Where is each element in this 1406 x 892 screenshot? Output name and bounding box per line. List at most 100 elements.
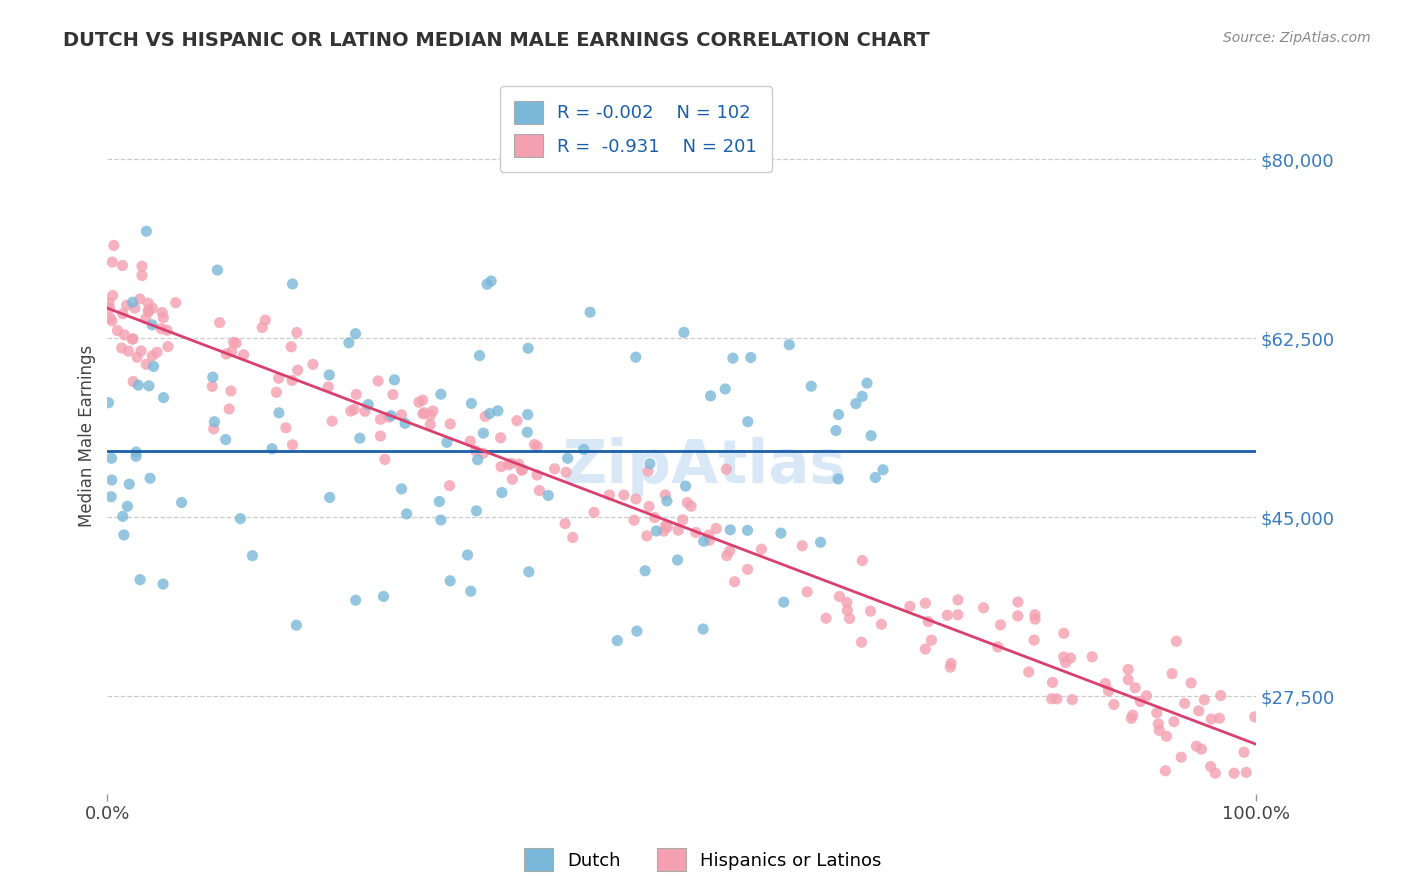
Point: [851, 389, 873, 403]
Point: [156, 340, 179, 354]
Point: [825, 424, 848, 438]
Point: [156, 323, 179, 337]
Point: [439, 574, 461, 588]
Point: [141, 349, 163, 363]
Point: [1022, 633, 1045, 648]
Point: [645, 524, 668, 538]
Point: [117, 344, 139, 359]
Point: [1147, 723, 1170, 738]
Point: [242, 549, 264, 563]
Point: [692, 622, 714, 636]
Point: [395, 507, 418, 521]
Point: [666, 553, 689, 567]
Point: [111, 509, 134, 524]
Point: [340, 404, 363, 418]
Point: [252, 320, 274, 334]
Point: [201, 370, 224, 384]
Point: [391, 408, 413, 422]
Point: [623, 513, 645, 527]
Point: [1234, 765, 1257, 780]
Point: [378, 410, 401, 425]
Point: [267, 406, 290, 420]
Point: [281, 277, 304, 291]
Point: [737, 415, 759, 429]
Point: [117, 500, 139, 514]
Point: [624, 350, 647, 364]
Point: [598, 488, 620, 502]
Point: [740, 351, 762, 365]
Point: [138, 379, 160, 393]
Point: [699, 533, 721, 548]
Point: [815, 611, 838, 625]
Point: [1209, 689, 1232, 703]
Point: [508, 457, 530, 471]
Point: [384, 373, 406, 387]
Point: [517, 565, 540, 579]
Point: [914, 596, 936, 610]
Point: [1123, 681, 1146, 695]
Point: [430, 513, 453, 527]
Point: [100, 473, 122, 487]
Point: [529, 483, 551, 498]
Point: [685, 525, 707, 540]
Point: [990, 618, 1012, 632]
Point: [111, 259, 134, 273]
Point: [373, 590, 395, 604]
Point: [637, 464, 659, 478]
Point: [302, 357, 325, 371]
Point: [97, 395, 120, 409]
Point: [115, 298, 138, 312]
Point: [232, 348, 254, 362]
Point: [430, 387, 453, 401]
Point: [318, 368, 340, 382]
Point: [718, 523, 741, 537]
Point: [666, 523, 689, 537]
Point: [202, 422, 225, 436]
Point: [254, 313, 277, 327]
Point: [1042, 675, 1064, 690]
Point: [128, 292, 150, 306]
Point: [127, 378, 149, 392]
Point: [100, 451, 122, 466]
Point: [1094, 676, 1116, 690]
Point: [1201, 712, 1223, 726]
Point: [1204, 766, 1226, 780]
Point: [125, 351, 148, 365]
Point: [122, 375, 145, 389]
Point: [467, 452, 489, 467]
Point: [939, 657, 962, 671]
Point: [111, 341, 134, 355]
Point: [837, 603, 859, 617]
Point: [554, 516, 576, 531]
Point: [367, 374, 389, 388]
Point: [135, 224, 157, 238]
Point: [860, 428, 883, 442]
Point: [344, 387, 367, 401]
Point: [537, 488, 560, 502]
Point: [101, 288, 124, 302]
Point: [557, 451, 579, 466]
Point: [280, 340, 302, 354]
Point: [516, 425, 538, 440]
Point: [501, 472, 523, 486]
Point: [626, 624, 648, 639]
Point: [1053, 626, 1076, 640]
Point: [138, 304, 160, 318]
Point: [526, 467, 548, 482]
Point: [1054, 656, 1077, 670]
Point: [543, 462, 565, 476]
Point: [939, 660, 962, 674]
Point: [1146, 706, 1168, 720]
Point: [98, 311, 121, 326]
Point: [606, 633, 628, 648]
Point: [1223, 766, 1246, 780]
Point: [129, 343, 152, 358]
Point: [973, 600, 995, 615]
Point: [1121, 711, 1143, 725]
Point: [1154, 764, 1177, 778]
Legend: Dutch, Hispanics or Latinos: Dutch, Hispanics or Latinos: [517, 841, 889, 879]
Point: [1040, 691, 1063, 706]
Point: [142, 301, 165, 316]
Point: [914, 642, 936, 657]
Point: [152, 310, 174, 325]
